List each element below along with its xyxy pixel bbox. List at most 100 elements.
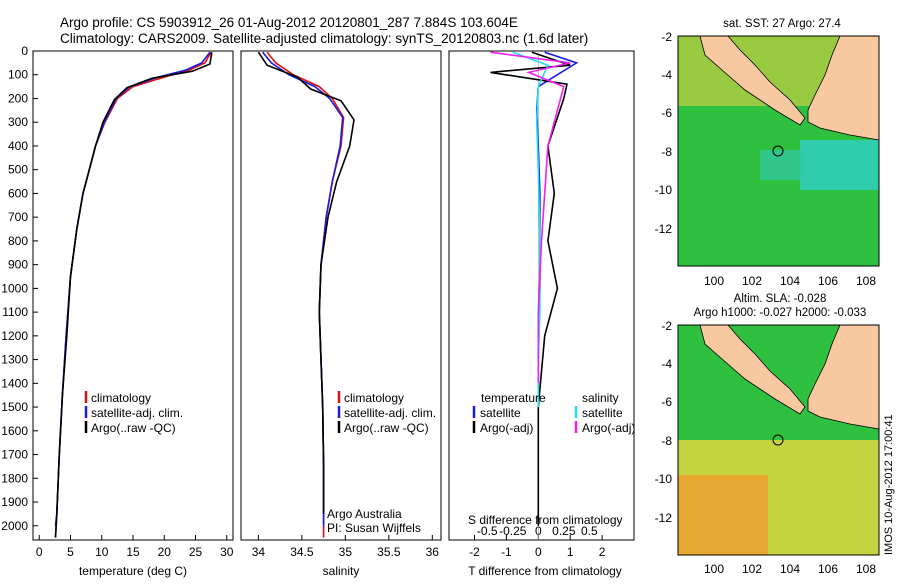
sst-ytick-6: -12 [655,222,673,236]
difference-top-tick-label: 0.5 [581,524,598,538]
sla-map-title-2: Argo h1000: -0.027 h2000: -0.033 [694,307,867,319]
temperature-ytick-label: 1900 [1,495,28,509]
sst-xtick-1: 100 [704,274,724,288]
legend-label-s-argo: Argo(-adj) [582,421,635,435]
difference-top-tick-label: -0.25 [499,524,527,538]
temperature-ytick-label: 200 [8,91,28,105]
temperature-xtick-label: 25 [189,545,203,559]
sla-ytick-5: -10 [655,472,673,486]
sst-ytick-2: -4 [661,68,672,82]
salinity-xtick-label: 35.5 [377,545,401,559]
sst-xtick-4: 106 [818,274,838,288]
difference-xtick-label: -1 [501,545,512,559]
temperature-ytick-label: 800 [8,234,28,248]
temperature-ytick-label: 1000 [1,281,28,295]
temperature-ytick-label: 300 [8,115,28,129]
sla-xtick-2: 102 [742,562,762,576]
sumatra-land [678,324,806,415]
sst-map-frame [677,35,880,267]
sla-ytick-1: -2 [661,319,672,333]
legend-label-climatology: climatology [91,391,151,405]
legend-label-t-satellite: satellite [480,406,521,420]
annotation-argo-australia: Argo Australia [327,507,402,521]
temperature-ytick-label: 1600 [1,424,28,438]
sla-orange-patch [678,475,768,555]
temperature-xtick-label: 0 [36,545,43,559]
temperature-ytick-label: 1800 [1,471,28,485]
salinity-series-1 [262,51,344,526]
argo-float-marker [772,434,784,446]
temperature-ytick-label: 600 [8,186,28,200]
legend-header-salinity: salinity [582,391,619,405]
temperature-axis-label: temperature (deg C) [79,564,187,578]
temperature-plot-frame [32,50,234,541]
difference-top-tick-label: -0.5 [477,524,498,538]
difference-legend: temperature salinity satellite Argo(-adj… [468,391,635,527]
temperature-ytick-label: 1200 [1,329,28,343]
sst-ytick-1: -2 [661,30,672,44]
temperature-ytick-label: 100 [8,68,28,82]
legend-label-satellite: satellite-adj. clim. [91,406,183,420]
difference-xtick-label: 2 [599,545,606,559]
salinity-series-0 [266,51,345,538]
salinity-series-2 [257,51,355,514]
temperature-ytick-label: 0 [21,44,28,58]
sla-map-title-1: Altim. SLA: -0.028 [734,293,827,305]
top-axis-label: S difference from climatology [468,513,623,527]
temperature-series-0 [54,51,212,538]
annotation-pi: PI: Susan Wijffels [327,521,421,535]
legend-label-s-satellite: satellite [582,406,623,420]
chart-layer: 0 5 10 15 20 25 300100200300400500600700800900… [1,44,605,559]
temperature-xtick-label: 10 [95,545,109,559]
sst-xtick-3: 104 [780,274,800,288]
legend-label-satellite: satellite-adj. clim. [344,406,436,420]
difference-xtick-label: 0 [535,545,542,559]
temperature-ytick-label: 1500 [1,400,28,414]
salinity-axis-label: salinity [323,564,360,578]
legend-label-argo: Argo(..raw -QC) [91,421,176,435]
difference-plot-frame [448,50,635,541]
temperature-xtick-label: 30 [220,545,234,559]
temperature-ytick-label: 400 [8,139,28,153]
legend-header-temperature: temperature [481,391,546,405]
footer-stamp: IMOS 10-Aug-2012 17:00:41 [883,414,895,555]
header-line-1: Argo profile: CS 5903912_26 01-Aug-2012 … [60,15,518,30]
temperature-ytick-label: 1100 [2,305,28,319]
legend-label-t-argo: Argo(-adj) [480,421,533,435]
salinity-xtick-label: 34.5 [290,545,314,559]
salinity-xtick-label: 36 [426,545,440,559]
sla-ytick-6: -12 [655,511,673,525]
sst-ytick-3: -6 [661,106,672,120]
sst-map: sat. SST: 27 Argo: 27.4 -2 -4 -6 -8 -10 … [655,18,880,288]
sst-cool-patch [800,140,879,190]
temperature-series-1 [54,51,211,526]
temperature-series-2 [54,52,213,538]
temperature-xtick-label: 20 [158,545,172,559]
temperature-ytick-label: 1700 [1,448,28,462]
sla-ytick-4: -8 [661,434,672,448]
salinity-plot-frame [240,50,442,541]
sla-xtick-3: 104 [780,562,800,576]
sst-xtick-2: 102 [742,274,762,288]
difference-series-3 [490,51,571,384]
sst-map-title: sat. SST: 27 Argo: 27.4 [723,18,841,30]
sla-xtick-1: 100 [704,562,724,576]
salinity-xtick-label: 35 [339,545,353,559]
legend-label-climatology: climatology [344,391,404,405]
difference-xtick-label: -2 [469,545,480,559]
difference-top-tick-label: 0.25 [552,524,576,538]
sla-ytick-2: -4 [661,357,672,371]
sla-map: Altim. SLA: -0.028 Argo h1000: -0.027 h2… [655,293,880,576]
temperature-ytick-label: 2000 [1,519,28,533]
difference-series-1 [490,51,571,526]
sst-cool-patch-2 [760,150,805,180]
legend-label-argo: Argo(..raw -QC) [344,421,429,435]
temperature-ytick-label: 1400 [1,376,28,390]
sumatra-land [678,35,806,126]
sla-xtick-4: 106 [818,562,838,576]
temperature-ytick-label: 900 [8,258,28,272]
difference-xtick-label: 1 [567,545,574,559]
header-line-2: Climatology: CARS2009. Satellite-adjuste… [60,31,588,46]
temperature-legend: climatology satellite-adj. clim. Argo(..… [84,391,183,435]
